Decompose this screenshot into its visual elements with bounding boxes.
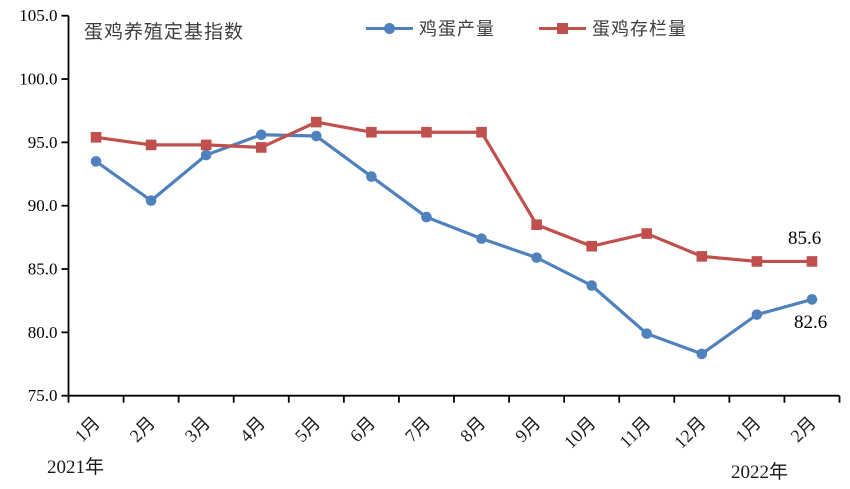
x-axis-year-label-2022: 2022年: [731, 462, 789, 483]
data-point: [255, 142, 267, 153]
y-axis-tick-label: 100.0: [19, 70, 57, 89]
data-point: [90, 132, 102, 143]
chart-title: 蛋鸡养殖定基指数: [84, 22, 245, 43]
y-axis-tick-label: 85.0: [28, 260, 58, 279]
data-point: [586, 280, 597, 291]
legend-item-egg-production: 鸡蛋产量: [366, 15, 495, 41]
x-axis-label: 12月: [670, 413, 710, 453]
data-point: [366, 126, 377, 138]
data-point: [696, 348, 708, 360]
data-label-hen-stock: 85.6: [788, 228, 822, 249]
data-point: [366, 171, 377, 182]
x-axis-label: 1月: [731, 413, 764, 446]
x-axis-label: 10月: [560, 413, 600, 453]
legend-item-hen-stock: 蛋鸡存栏量: [539, 15, 687, 41]
x-axis-label: 4月: [236, 413, 269, 446]
x-axis-label: 8月: [456, 413, 489, 446]
series-line-1: [94, 120, 814, 264]
legend-line-circle-icon: [366, 22, 413, 34]
legend-label: 蛋鸡存栏量: [592, 19, 687, 39]
x-axis-label: 5月: [291, 413, 324, 446]
data-point: [421, 126, 432, 138]
y-axis-tick-label: 80.0: [28, 323, 58, 342]
data-point: [145, 139, 157, 151]
data-point: [531, 252, 542, 263]
x-axis-label: 6月: [346, 413, 379, 446]
x-axis-year-label-2021: 2021年: [47, 457, 105, 478]
data-point: [311, 130, 322, 142]
y-axis-tick-label: 95.0: [28, 133, 58, 152]
x-axis-label: 11月: [615, 413, 654, 452]
data-point: [200, 139, 212, 151]
legend-line-square-icon: [539, 22, 586, 34]
data-point: [641, 228, 653, 239]
data-point: [90, 156, 102, 167]
y-axis-tick-label: 90.0: [28, 196, 58, 215]
data-point: [255, 129, 267, 141]
data-point: [641, 328, 653, 339]
y-axis-tick-label: 75.0: [28, 386, 58, 405]
data-point: [476, 126, 487, 138]
data-point: [751, 256, 763, 267]
data-point: [806, 294, 818, 305]
data-point: [200, 149, 212, 161]
series-line-0: [94, 133, 814, 356]
data-label-egg-production: 82.6: [794, 312, 828, 333]
x-axis-label: 2月: [126, 413, 159, 446]
legend: 鸡蛋产量 蛋鸡存栏量: [366, 15, 687, 41]
y-axis-tick-label: 105.0: [19, 6, 57, 25]
data-point: [696, 251, 708, 262]
data-point: [806, 256, 818, 267]
data-point: [531, 219, 542, 230]
x-axis-label: 2月: [787, 413, 820, 446]
data-point: [421, 211, 432, 223]
data-point: [145, 195, 157, 206]
data-point: [311, 116, 322, 128]
x-axis-label: 3月: [181, 413, 214, 446]
data-point: [476, 233, 487, 244]
data-point: [751, 309, 763, 320]
legend-label: 鸡蛋产量: [419, 19, 495, 39]
x-axis-label: 1月: [71, 413, 104, 446]
x-axis-label: 7月: [401, 413, 434, 446]
data-point: [586, 240, 597, 252]
x-axis-label: 9月: [511, 413, 544, 446]
